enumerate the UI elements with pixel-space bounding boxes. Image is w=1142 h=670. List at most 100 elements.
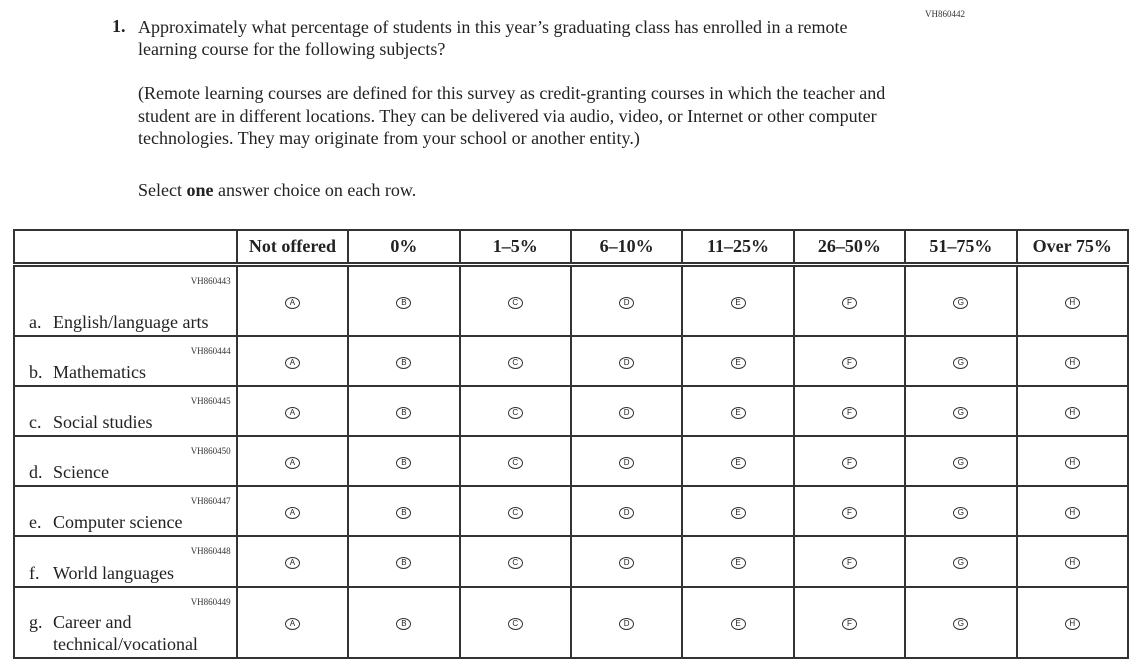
answer-bubble[interactable]: A (284, 618, 300, 630)
answer-bubble[interactable]: F (841, 557, 857, 569)
answer-bubble[interactable]: C (507, 557, 523, 569)
item-label: Mathematics (53, 361, 146, 382)
row-label-cell: VH860448 f. World languages (13, 534, 238, 588)
column-header: 6–10% (569, 229, 684, 267)
answer-bubble[interactable]: A (284, 456, 300, 469)
answer-bubble[interactable]: D (619, 356, 635, 369)
answer-bubble[interactable]: B (396, 356, 412, 369)
option-cell: G (904, 585, 1018, 659)
row-label-cell: VH860447 e. Computer science (13, 484, 238, 537)
question-text: Approximately what percentage of student… (138, 17, 848, 59)
answer-bubble[interactable]: H (1064, 506, 1080, 519)
answer-bubble[interactable]: F (841, 406, 857, 419)
answer-bubble[interactable]: E (730, 296, 746, 309)
answer-bubble[interactable]: C (507, 618, 523, 630)
answer-bubble[interactable]: G (953, 406, 969, 419)
option-cell: A (235, 484, 350, 537)
answer-bubble[interactable]: F (841, 456, 857, 469)
answer-bubble[interactable]: A (284, 356, 300, 369)
answer-bubble[interactable]: A (284, 506, 300, 519)
answer-bubble[interactable]: E (730, 356, 746, 369)
answer-bubble[interactable]: D (619, 618, 635, 630)
answer-bubble[interactable]: H (1064, 406, 1080, 419)
answer-bubble[interactable]: C (507, 406, 523, 419)
answer-bubble[interactable]: F (841, 618, 857, 630)
answer-bubble[interactable]: E (730, 506, 746, 519)
option-cell: H (1015, 585, 1130, 659)
option-cell: G (904, 263, 1018, 337)
answer-bubble[interactable]: B (396, 296, 412, 309)
option-cell: G (904, 434, 1018, 487)
answer-bubble[interactable]: F (841, 506, 857, 519)
answer-bubble[interactable]: H (1064, 296, 1080, 309)
option-cell: C (458, 434, 572, 487)
row-label-cell: VH860444 b. Mathematics (13, 334, 238, 387)
answer-bubble[interactable]: D (619, 296, 635, 309)
answer-bubble[interactable]: G (953, 506, 969, 519)
option-cell: C (458, 384, 572, 437)
option-cell: E (681, 263, 795, 337)
answer-bubble[interactable]: D (619, 557, 635, 569)
item-code: VH860449 (190, 596, 231, 607)
answer-bubble[interactable]: F (841, 356, 857, 369)
answer-bubble[interactable]: D (619, 506, 635, 519)
answer-bubble[interactable]: H (1064, 456, 1080, 469)
answer-bubble[interactable]: B (396, 506, 412, 519)
answer-bubble[interactable]: E (730, 618, 746, 630)
column-header: 1–5% (458, 229, 572, 267)
answer-bubble[interactable]: C (507, 456, 523, 469)
item-label: English/language arts (53, 311, 209, 332)
table-row: VH860449 g. Career and technical/vocationa… (13, 585, 1130, 659)
option-cell: H (1015, 534, 1130, 588)
option-cell: D (569, 384, 684, 437)
item-code: VH860448 (190, 545, 231, 556)
answer-bubble[interactable]: G (953, 618, 969, 630)
answer-bubble[interactable]: G (953, 296, 969, 309)
option-cell: B (347, 534, 461, 588)
answer-bubble[interactable]: G (953, 456, 969, 469)
option-cell: F (792, 484, 907, 537)
column-header: Over 75% (1015, 229, 1130, 267)
option-cell: D (569, 334, 684, 387)
item-label: Science (53, 461, 109, 482)
option-cell: B (347, 384, 461, 437)
instruction-text: Select (138, 180, 187, 200)
option-cell: B (347, 585, 461, 659)
answer-bubble[interactable]: D (619, 406, 635, 419)
answer-bubble[interactable]: B (396, 618, 412, 630)
table-row: VH860450 d. Science A B C D E F G H (13, 434, 1130, 487)
table-row: VH860448 f. World languages A B C D E F G H (13, 534, 1130, 588)
answer-bubble[interactable]: H (1064, 618, 1080, 630)
answer-bubble[interactable]: A (284, 406, 300, 419)
option-cell: E (681, 434, 795, 487)
answer-bubble[interactable]: C (507, 506, 523, 519)
answer-bubble[interactable]: C (507, 356, 523, 369)
answer-bubble[interactable]: E (730, 456, 746, 469)
answer-bubble[interactable]: D (619, 456, 635, 469)
answer-bubble[interactable]: E (730, 406, 746, 419)
option-cell: F (792, 263, 907, 337)
answer-bubble[interactable]: A (284, 557, 300, 569)
option-cell: H (1015, 384, 1130, 437)
option-cell: C (458, 334, 572, 387)
answer-bubble[interactable]: A (284, 296, 300, 309)
column-header: 26–50% (792, 229, 907, 267)
answer-bubble[interactable]: E (730, 557, 746, 569)
answer-bubble[interactable]: G (953, 356, 969, 369)
answer-bubble[interactable]: C (507, 296, 523, 309)
answer-bubble[interactable]: B (396, 557, 412, 569)
answer-bubble[interactable]: F (841, 296, 857, 309)
option-cell: E (681, 585, 795, 659)
column-header: Not offered (235, 229, 350, 267)
answer-bubble[interactable]: B (396, 406, 412, 419)
option-cell: F (792, 334, 907, 387)
answer-bubble[interactable]: H (1064, 557, 1080, 569)
option-cell: C (458, 534, 572, 588)
option-cell: C (458, 585, 572, 659)
option-cell: C (458, 484, 572, 537)
answer-bubble[interactable]: H (1064, 356, 1080, 369)
answer-bubble[interactable]: B (396, 456, 412, 469)
option-cell: D (569, 434, 684, 487)
item-letter: a. (29, 311, 42, 332)
answer-bubble[interactable]: G (953, 557, 969, 569)
